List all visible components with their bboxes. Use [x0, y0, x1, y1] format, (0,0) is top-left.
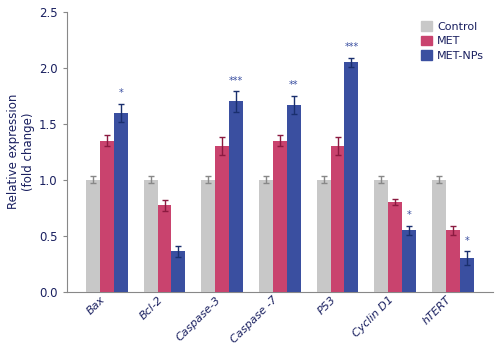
Bar — [330, 146, 344, 291]
Legend: Control, MET, MET-NPs: Control, MET, MET-NPs — [417, 18, 488, 64]
Text: ***: *** — [229, 76, 243, 86]
Bar — [317, 180, 330, 291]
Y-axis label: Relative expression
(fold change): Relative expression (fold change) — [7, 94, 35, 209]
Bar — [344, 62, 358, 291]
Bar — [402, 230, 416, 291]
Bar — [388, 202, 402, 291]
Text: *: * — [464, 236, 469, 246]
Bar — [460, 258, 473, 291]
Bar — [259, 180, 273, 291]
Text: ***: *** — [172, 265, 185, 275]
Bar — [374, 180, 388, 291]
Text: ***: *** — [344, 42, 358, 52]
Bar — [86, 180, 100, 291]
Bar — [100, 140, 114, 291]
Bar — [144, 180, 158, 291]
Text: *: * — [406, 210, 412, 220]
Bar — [216, 146, 229, 291]
Bar — [229, 101, 243, 291]
Bar — [114, 113, 128, 291]
Bar — [446, 230, 460, 291]
Bar — [158, 206, 172, 291]
Text: *: * — [118, 88, 123, 98]
Bar — [287, 105, 300, 291]
Bar — [172, 251, 185, 291]
Bar — [202, 180, 215, 291]
Text: **: ** — [289, 80, 298, 90]
Bar — [273, 140, 287, 291]
Bar — [432, 180, 446, 291]
